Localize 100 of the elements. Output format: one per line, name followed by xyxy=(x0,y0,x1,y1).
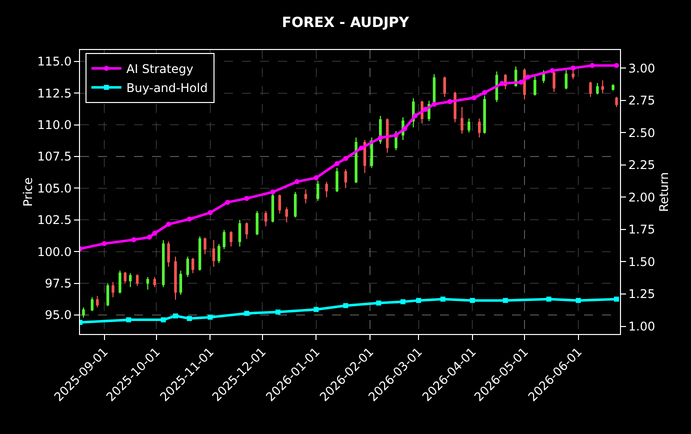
point xyxy=(576,298,581,303)
point xyxy=(525,74,530,80)
candlestick xyxy=(601,80,604,94)
point xyxy=(550,68,555,74)
candlestick xyxy=(336,167,338,192)
point xyxy=(244,196,250,201)
point xyxy=(314,175,319,180)
candlestick xyxy=(316,180,320,202)
candlestick xyxy=(443,76,446,98)
candlestick xyxy=(344,168,348,189)
legend-label: Buy-and-Hold xyxy=(126,81,208,96)
candlestick xyxy=(118,270,122,294)
y-tick-label: 110.0 xyxy=(37,118,72,132)
point xyxy=(470,298,475,303)
point xyxy=(376,300,382,306)
point xyxy=(518,80,524,85)
point xyxy=(400,299,406,304)
point xyxy=(225,200,230,205)
point xyxy=(412,113,418,118)
point xyxy=(160,317,166,322)
candlestick xyxy=(112,282,114,298)
point xyxy=(131,237,136,242)
candlestick xyxy=(96,295,99,308)
candlestick xyxy=(245,222,248,240)
y-tick-label: 115.0 xyxy=(37,54,72,69)
candlestick xyxy=(90,296,94,312)
candlestick xyxy=(534,76,536,96)
y-tick-label: 112.5 xyxy=(37,86,72,100)
candlestick xyxy=(179,270,182,296)
point xyxy=(546,296,552,302)
legend-label: AI Strategy xyxy=(126,62,194,76)
y-tick-label: 100.0 xyxy=(37,244,72,259)
candlestick xyxy=(564,70,568,90)
point xyxy=(402,126,408,132)
y2-tick-label: 2.25 xyxy=(628,158,656,172)
candlestick xyxy=(222,230,226,250)
point xyxy=(440,296,446,302)
candlestick xyxy=(124,271,126,284)
point xyxy=(126,317,132,322)
candlestick xyxy=(136,274,139,286)
point xyxy=(378,135,383,140)
candlestick xyxy=(82,306,85,318)
candlestick xyxy=(589,81,592,98)
y2-tick-label: 2.75 xyxy=(628,94,656,108)
candlestick xyxy=(552,71,556,92)
point xyxy=(334,161,340,166)
candlestick xyxy=(230,230,232,248)
candlestick xyxy=(615,96,618,108)
point xyxy=(275,310,280,315)
y2-tick-label: 1.25 xyxy=(628,287,656,302)
candlestick xyxy=(264,210,268,227)
point xyxy=(394,132,399,138)
candlestick xyxy=(167,240,170,268)
point xyxy=(416,298,422,303)
candlestick xyxy=(106,282,110,307)
y2-tick-label: 1.75 xyxy=(628,222,656,237)
candlestick xyxy=(278,194,282,214)
point xyxy=(270,190,276,194)
point xyxy=(432,102,437,107)
point xyxy=(244,310,250,316)
candlestick xyxy=(294,192,297,218)
candlestick xyxy=(204,237,206,255)
y-tick-label: 102.5 xyxy=(37,213,72,228)
point xyxy=(208,210,213,216)
point xyxy=(482,90,488,96)
point xyxy=(614,62,620,68)
point xyxy=(423,106,428,112)
candlestick xyxy=(304,188,308,204)
point xyxy=(590,62,595,68)
point xyxy=(152,230,158,236)
y2-tick-label: 2.50 xyxy=(628,126,656,140)
point xyxy=(499,81,504,86)
point xyxy=(294,179,300,184)
y2-tick-label: 1.00 xyxy=(628,319,656,334)
candlestick xyxy=(285,206,288,223)
candlestick xyxy=(612,84,614,92)
candlestick xyxy=(483,95,486,134)
point xyxy=(570,66,576,71)
candlestick xyxy=(192,257,194,274)
candlestick xyxy=(325,181,328,198)
candlestick xyxy=(238,219,242,248)
point xyxy=(146,234,152,240)
point xyxy=(102,241,107,246)
y-tick-label: 97.5 xyxy=(44,276,72,290)
candlestick xyxy=(460,106,464,134)
point xyxy=(173,313,178,318)
candlestick xyxy=(146,276,150,290)
point xyxy=(186,216,192,222)
candlestick xyxy=(256,210,258,236)
y-tick-label: 95.0 xyxy=(44,308,72,322)
point xyxy=(314,306,319,312)
candlestick xyxy=(354,136,358,184)
point xyxy=(343,303,348,308)
y2-tick-label: 1.50 xyxy=(628,254,656,269)
candlestick xyxy=(478,118,481,138)
y-tick-label: 107.5 xyxy=(37,150,72,164)
point xyxy=(447,99,452,104)
point xyxy=(208,314,213,320)
candlestick xyxy=(186,256,189,278)
candlestick xyxy=(162,240,165,288)
